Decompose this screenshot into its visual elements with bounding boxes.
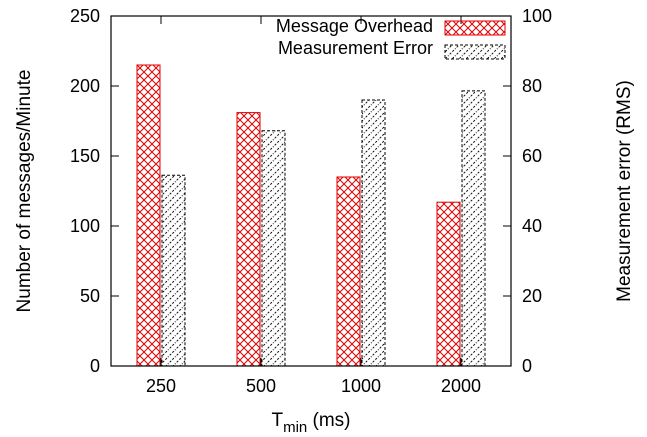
y2-tick-label: 100	[522, 6, 552, 26]
x-axis-label: Tmin (ms)	[271, 410, 350, 436]
bars-layer	[136, 64, 486, 367]
y2-tick-label: 20	[522, 286, 542, 306]
legend-label-measurement-error: Measurement Error	[278, 38, 433, 58]
y2-tick-label: 0	[522, 356, 532, 376]
y-tick-label: 250	[70, 6, 100, 26]
ticks-layer: 250 500 1000 2000 0 50 100 150 200 250 0 20 40 60 80 10…	[70, 6, 552, 396]
bar-measurement-error-1000	[361, 99, 386, 367]
x-axis-label-subscript: min	[283, 419, 307, 436]
legend-swatch-message-overhead	[444, 20, 506, 36]
y2-tick-label: 60	[522, 146, 542, 166]
y2-tick-label: 40	[522, 216, 542, 236]
x-tick-label: 500	[246, 376, 276, 396]
y-tick-label: 100	[70, 216, 100, 236]
legend-label-message-overhead: Message Overhead	[276, 16, 433, 36]
plot-frame	[110, 15, 512, 367]
bar-message-overhead-250	[136, 64, 161, 367]
y-tick-label: 150	[70, 146, 100, 166]
bar-measurement-error-250	[161, 174, 186, 367]
bar-message-overhead-2000	[436, 201, 461, 367]
legend: Message Overhead Measurement Error	[276, 16, 506, 60]
x-tick-label: 1000	[341, 376, 381, 396]
x-tick-label: 2000	[441, 376, 481, 396]
bar-measurement-error-500	[261, 130, 286, 367]
y2-tick-label: 80	[522, 76, 542, 96]
y-axis-label: Number of messages/Minute	[14, 70, 35, 313]
legend-swatch-measurement-error	[444, 44, 506, 60]
x-axis-label-main: T	[271, 410, 283, 431]
x-axis-label-unit: (ms)	[307, 410, 350, 431]
y-tick-label: 0	[90, 356, 100, 376]
bar-message-overhead-500	[236, 112, 261, 367]
x-tick-label: 250	[146, 376, 176, 396]
bar-measurement-error-2000	[461, 90, 486, 367]
bar-message-overhead-1000	[336, 176, 361, 367]
y2-axis-label: Measurement error (RMS)	[614, 80, 635, 302]
y-tick-label: 200	[70, 76, 100, 96]
y-tick-label: 50	[80, 286, 100, 306]
